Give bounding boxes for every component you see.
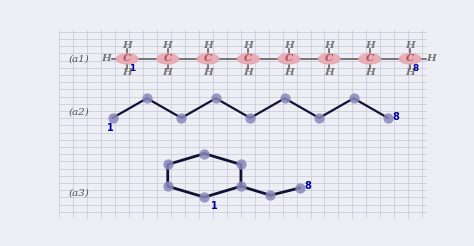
Point [178, 116, 185, 120]
Point [212, 96, 219, 100]
Point [201, 152, 208, 155]
Text: H: H [284, 68, 294, 77]
Ellipse shape [237, 54, 259, 64]
Text: H: H [163, 41, 173, 50]
Point [350, 96, 357, 100]
Ellipse shape [157, 54, 178, 64]
Text: H: H [324, 68, 334, 77]
Text: H: H [284, 41, 294, 50]
Text: H: H [122, 41, 132, 50]
Point [201, 195, 208, 199]
Text: H: H [122, 68, 132, 77]
Text: (a1): (a1) [68, 54, 89, 63]
Text: (a3): (a3) [68, 189, 89, 198]
Text: H: H [324, 41, 334, 50]
Point [164, 184, 172, 188]
Text: H: H [365, 68, 374, 77]
Ellipse shape [359, 54, 381, 64]
Text: C: C [285, 54, 293, 63]
Ellipse shape [278, 54, 300, 64]
Text: C: C [365, 54, 374, 63]
Point [237, 184, 245, 188]
Text: 1: 1 [211, 200, 218, 211]
Ellipse shape [319, 54, 340, 64]
Point [109, 116, 116, 120]
Text: C: C [244, 54, 253, 63]
Point [315, 116, 323, 120]
Point [237, 163, 245, 167]
Text: 8: 8 [304, 181, 311, 191]
Text: 1: 1 [107, 123, 114, 133]
Text: 1: 1 [129, 64, 136, 73]
Text: C: C [204, 54, 212, 63]
Text: (a2): (a2) [68, 108, 89, 116]
Text: H: H [405, 41, 415, 50]
Point [296, 186, 304, 190]
Text: H: H [244, 68, 253, 77]
Text: C: C [325, 54, 333, 63]
Text: 8: 8 [392, 112, 399, 122]
Text: C: C [406, 54, 414, 63]
Text: H: H [426, 54, 436, 63]
Text: H: H [101, 54, 111, 63]
Text: H: H [365, 41, 374, 50]
Point [281, 96, 289, 100]
Ellipse shape [117, 54, 138, 64]
Text: H: H [244, 41, 253, 50]
Ellipse shape [197, 54, 219, 64]
Ellipse shape [399, 54, 421, 64]
Point [384, 116, 392, 120]
Point [164, 163, 172, 167]
Text: H: H [405, 68, 415, 77]
Text: C: C [123, 54, 131, 63]
Text: H: H [203, 41, 213, 50]
Text: C: C [164, 54, 172, 63]
Text: H: H [203, 68, 213, 77]
Point [246, 116, 254, 120]
Point [143, 96, 151, 100]
Text: 8: 8 [412, 64, 419, 73]
Point [266, 193, 274, 197]
Text: H: H [163, 68, 173, 77]
